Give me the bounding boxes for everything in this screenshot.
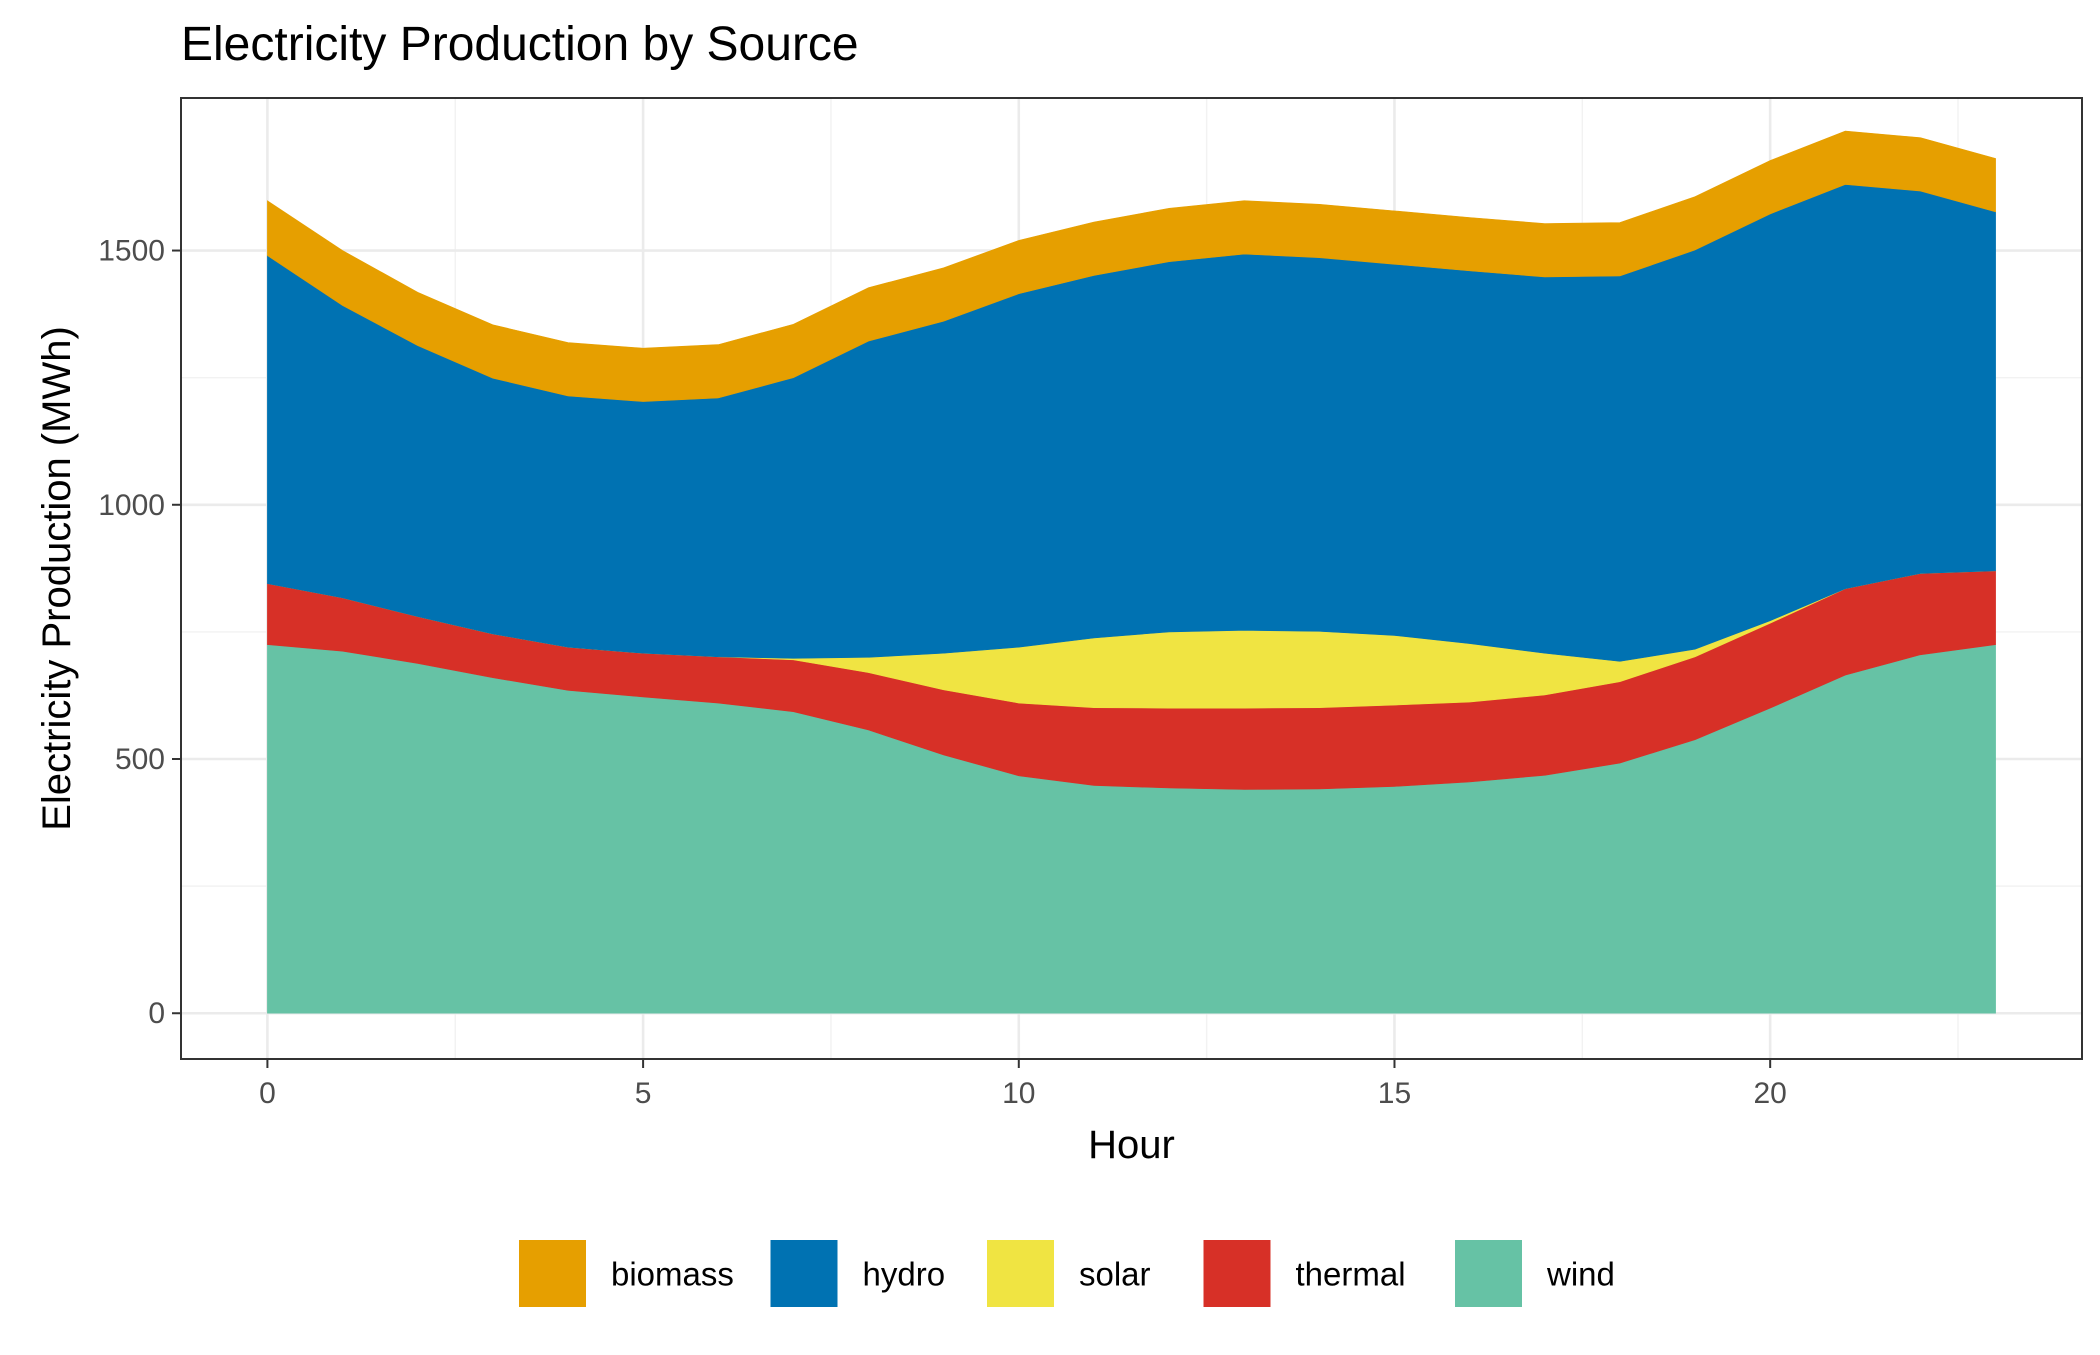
chart-title: Electricity Production by Source <box>181 18 859 71</box>
x-tick-label: 10 <box>1002 1077 1035 1110</box>
x-tick-label: 20 <box>1753 1077 1786 1110</box>
legend-key-wind <box>1455 1240 1522 1307</box>
legend-label-solar: solar <box>1079 1256 1151 1293</box>
legend-key-biomass <box>519 1240 586 1307</box>
y-tick-label: 1000 <box>98 489 165 522</box>
legend-key-hydro <box>770 1240 838 1307</box>
y-tick-label: 0 <box>148 997 165 1030</box>
y-tick-label: 500 <box>115 743 165 776</box>
legend-label-wind: wind <box>1546 1256 1615 1293</box>
area-biomass <box>267 130 1996 402</box>
y-tick-label: 1500 <box>98 235 165 268</box>
legend: biomass hydro solar thermal wind <box>519 1240 1615 1307</box>
panel-border <box>180 97 2083 1060</box>
legend-key-thermal <box>1203 1240 1271 1307</box>
plot-areas <box>267 130 1996 1014</box>
legend-label-thermal: thermal <box>1296 1256 1406 1293</box>
legend-label-biomass: biomass <box>611 1256 734 1293</box>
y-axis-title: Electricity Production (MWh) <box>35 326 79 831</box>
x-tick-label: 0 <box>259 1077 276 1110</box>
x-tick-label: 15 <box>1378 1077 1411 1110</box>
x-axis-title: Hour <box>1088 1123 1175 1167</box>
legend-key-solar <box>987 1240 1054 1307</box>
axes: 0 5 10 15 20 0 500 1000 1500 <box>98 235 1787 1110</box>
legend-label-hydro: hydro <box>863 1256 946 1293</box>
x-tick-label: 5 <box>635 1077 652 1110</box>
